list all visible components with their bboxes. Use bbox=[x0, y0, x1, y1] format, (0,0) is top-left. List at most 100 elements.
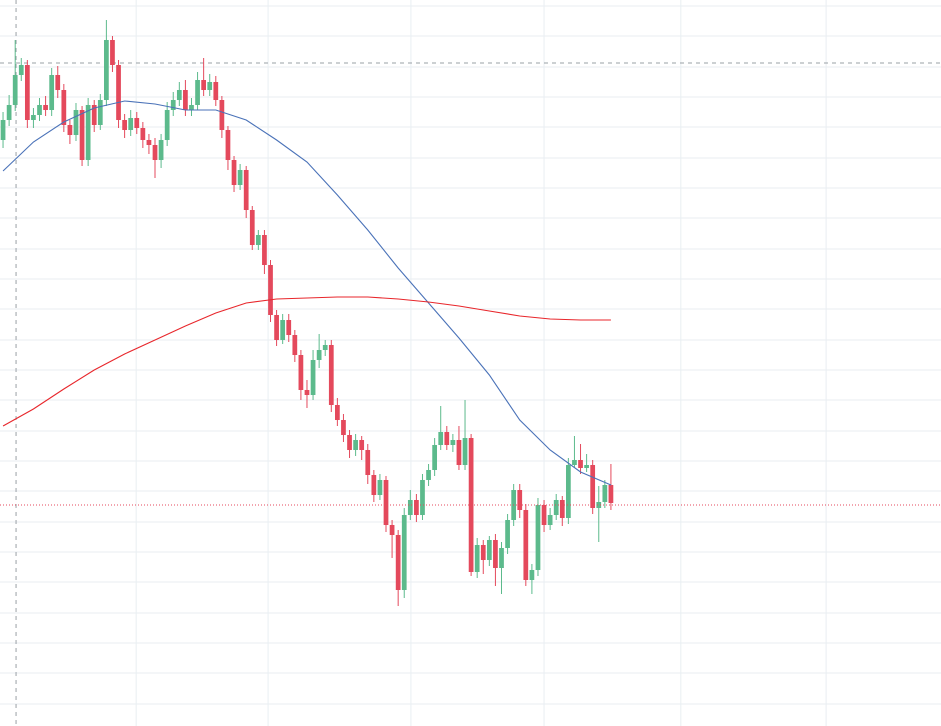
candle-body bbox=[6, 105, 12, 120]
candle-body bbox=[31, 115, 36, 120]
candle-body bbox=[565, 465, 571, 518]
candle-body bbox=[116, 65, 121, 120]
candle-body bbox=[341, 420, 346, 435]
candle-body bbox=[523, 510, 529, 580]
candle-body bbox=[201, 80, 207, 90]
candle-body bbox=[493, 540, 498, 568]
candle-body bbox=[438, 432, 444, 445]
candle-body bbox=[79, 110, 85, 160]
candle-body bbox=[24, 65, 30, 120]
candle-body bbox=[49, 75, 55, 110]
candle-body bbox=[499, 548, 504, 568]
candle-body bbox=[292, 335, 298, 355]
candle-body bbox=[359, 440, 365, 450]
candle-body bbox=[353, 440, 358, 450]
candle-body bbox=[395, 535, 401, 590]
candle-body bbox=[347, 435, 352, 450]
candle-body bbox=[213, 82, 219, 100]
candle-body bbox=[243, 170, 249, 210]
candle-body bbox=[255, 235, 261, 245]
candle-body bbox=[486, 540, 492, 560]
candle-body bbox=[559, 500, 565, 518]
candle-body bbox=[474, 545, 480, 572]
candle-body bbox=[37, 105, 42, 115]
moving-average-line bbox=[2, 296, 611, 427]
candle-body bbox=[128, 118, 134, 130]
candle-body bbox=[578, 460, 583, 468]
candle-body bbox=[371, 475, 377, 495]
candle-body bbox=[231, 160, 237, 185]
candle-body bbox=[152, 145, 158, 160]
candle-body bbox=[608, 485, 614, 503]
candle-body bbox=[61, 90, 67, 125]
candle-body bbox=[389, 525, 395, 535]
candle-body bbox=[85, 105, 91, 160]
candle-body bbox=[134, 118, 140, 128]
candle-body bbox=[164, 110, 170, 140]
candle-body bbox=[602, 485, 608, 502]
candle-body bbox=[189, 105, 194, 110]
candle-body bbox=[55, 75, 61, 90]
candle-body bbox=[365, 450, 371, 475]
candle-body bbox=[0, 120, 6, 140]
candle-body bbox=[535, 505, 541, 570]
candle-body bbox=[444, 432, 450, 445]
candle-body bbox=[18, 65, 24, 75]
candle-body bbox=[262, 235, 267, 265]
candle-body bbox=[505, 520, 510, 548]
candle-body bbox=[304, 390, 310, 395]
candle-body bbox=[158, 140, 164, 160]
candle-body bbox=[237, 170, 243, 185]
candle-body bbox=[268, 265, 273, 315]
candle-body bbox=[274, 315, 279, 340]
candle-body bbox=[195, 80, 200, 105]
candle-body bbox=[104, 40, 109, 100]
candle-body bbox=[456, 440, 462, 465]
candle-body bbox=[73, 110, 79, 135]
candle-body bbox=[140, 128, 146, 140]
candle-body bbox=[414, 500, 419, 515]
candle-body bbox=[335, 405, 340, 420]
candle-body bbox=[286, 320, 292, 335]
candle-body bbox=[97, 100, 103, 125]
moving-average-line bbox=[2, 100, 612, 486]
candle-body bbox=[553, 500, 559, 515]
candle-body bbox=[322, 345, 328, 350]
candle-body bbox=[249, 210, 255, 245]
candle-body bbox=[529, 570, 535, 580]
candle-body bbox=[225, 130, 231, 160]
candle-body bbox=[407, 500, 413, 515]
candle-body bbox=[517, 490, 523, 510]
candle-body bbox=[541, 505, 547, 525]
candle-body bbox=[12, 75, 18, 105]
candle-body bbox=[383, 480, 389, 525]
candle-body bbox=[183, 90, 188, 110]
candle-body bbox=[547, 515, 553, 525]
candle-body bbox=[590, 465, 596, 508]
candle-body bbox=[584, 465, 589, 468]
candle-body bbox=[572, 460, 577, 465]
candle-body bbox=[426, 470, 431, 480]
candle-body bbox=[170, 100, 176, 110]
candle-body bbox=[91, 105, 97, 125]
candle-body bbox=[43, 105, 48, 110]
candle-body bbox=[401, 515, 407, 590]
candle-body bbox=[207, 82, 213, 90]
candle-body bbox=[280, 320, 286, 340]
candle-body bbox=[67, 125, 73, 135]
candle-body bbox=[146, 140, 152, 145]
candle-body bbox=[328, 345, 334, 405]
candle-body bbox=[377, 480, 383, 495]
candle-body bbox=[462, 438, 468, 465]
candle-body bbox=[219, 100, 225, 130]
candle-body bbox=[450, 440, 456, 445]
candle-body bbox=[122, 120, 127, 130]
candle-body bbox=[480, 545, 486, 560]
candle-body bbox=[110, 40, 115, 65]
candle-body bbox=[316, 350, 322, 360]
candle-body bbox=[298, 355, 304, 390]
candle-body bbox=[596, 502, 602, 508]
candle-body bbox=[432, 445, 438, 470]
